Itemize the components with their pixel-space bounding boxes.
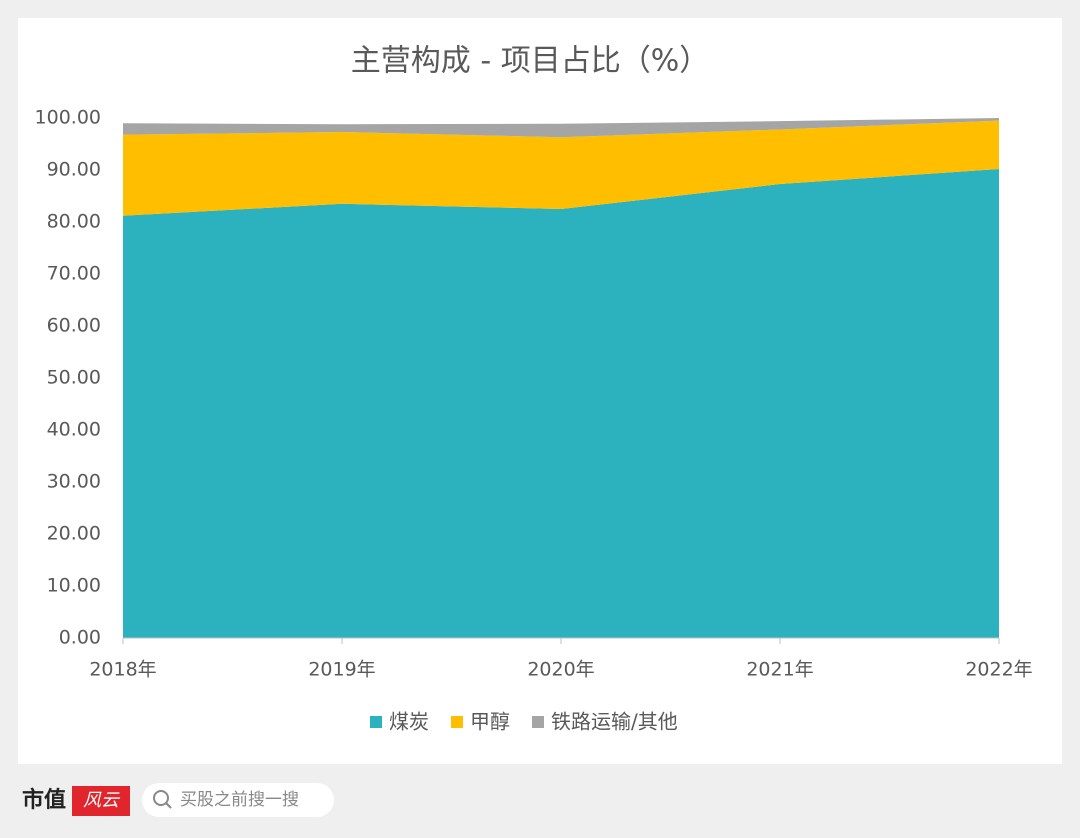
x-tick-label: 2018年 (89, 659, 156, 681)
area (123, 168, 999, 638)
x-tick-label: 2022年 (965, 659, 1032, 681)
search-icon (165, 802, 172, 809)
x-tick-label: 2021年 (746, 659, 813, 681)
brand-mark-bg (72, 786, 130, 816)
y-tick-label: 10.00 (47, 575, 101, 597)
y-tick-label: 80.00 (47, 211, 101, 233)
legend-label: 煤炭 (389, 710, 429, 734)
legend-swatch (532, 716, 544, 728)
x-tick-label: 2019年 (308, 659, 375, 681)
y-tick-label: 100.00 (35, 107, 101, 129)
x-tick-label: 2020年 (527, 659, 594, 681)
y-tick-label: 0.00 (59, 627, 101, 649)
chart-title: 主营构成 - 项目占比（%） (351, 44, 709, 79)
y-tick-label: 70.00 (47, 263, 101, 285)
y-tick-label: 60.00 (47, 315, 101, 337)
brand-mark: 风云 (83, 790, 121, 811)
search-box[interactable] (142, 783, 334, 817)
y-tick-label: 50.00 (47, 367, 101, 389)
area (123, 120, 999, 216)
search-icon (153, 790, 169, 806)
legend-swatch (451, 716, 463, 728)
area (123, 118, 999, 138)
y-tick-label: 90.00 (47, 159, 101, 181)
y-tick-label: 30.00 (47, 471, 101, 493)
search-placeholder: 买股之前搜一搜 (180, 790, 299, 810)
legend-label: 铁路运输/其他 (551, 710, 678, 734)
brand: 市值 (22, 787, 66, 813)
y-tick-label: 40.00 (47, 419, 101, 441)
legend-swatch (370, 716, 382, 728)
y-tick-label: 20.00 (47, 523, 101, 545)
legend-label: 甲醇 (470, 710, 510, 734)
